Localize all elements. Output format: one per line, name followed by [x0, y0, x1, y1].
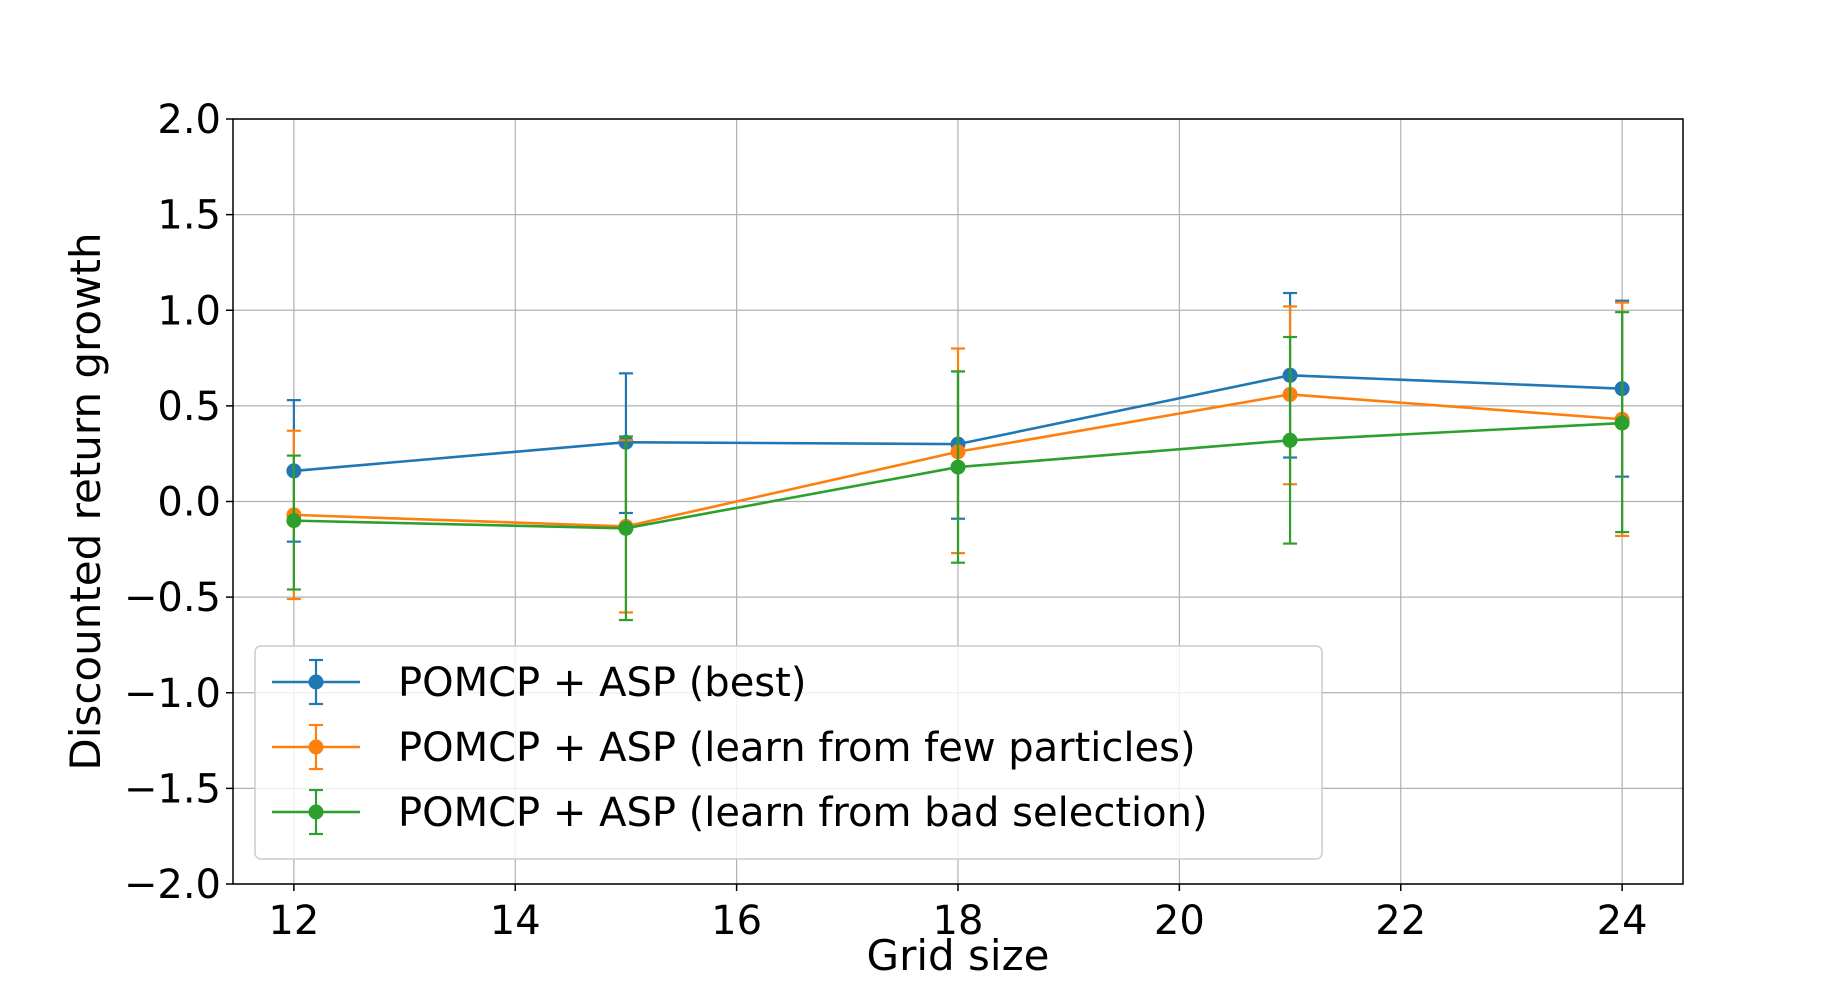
x-tick-label: 24: [1597, 898, 1648, 944]
data-point: [286, 513, 302, 529]
y-tick-label: −1.0: [124, 671, 221, 717]
y-tick-label: −2.0: [124, 862, 221, 908]
series-3: [286, 311, 1630, 622]
data-point: [1282, 432, 1298, 448]
data-point: [618, 520, 634, 536]
legend-marker: [308, 674, 324, 690]
x-tick-label: 20: [1154, 898, 1205, 944]
y-tick-label: −0.5: [124, 575, 221, 621]
legend-label: POMCP + ASP (learn from bad selection): [398, 790, 1208, 836]
y-axis-label: Discounted return growth: [61, 232, 110, 770]
data-point: [1614, 415, 1630, 431]
x-tick-label: 18: [933, 898, 984, 944]
y-tick-label: 2.0: [157, 97, 221, 143]
x-tick-label: 16: [711, 898, 762, 944]
legend-marker: [308, 804, 324, 820]
legend-box: [254, 645, 1323, 860]
x-axis-label: Grid size: [867, 931, 1050, 980]
x-tick-label: 22: [1375, 898, 1426, 944]
axis-ticks: 12 14 16 18 20 22 24 −2.0 −1.5 −1.0 −0.5 0.0 0.5 1.0 1…: [124, 97, 1648, 944]
y-tick-label: 0.5: [157, 384, 221, 430]
x-tick-label: 12: [268, 898, 319, 944]
series-layer: [286, 291, 1630, 622]
y-tick-label: 0.0: [157, 480, 221, 526]
x-tick-label: 14: [490, 898, 541, 944]
legend-label: POMCP + ASP (best): [398, 660, 806, 706]
y-tick-label: 1.0: [157, 288, 221, 334]
legend-label: POMCP + ASP (learn from few particles): [398, 725, 1196, 771]
data-point: [950, 459, 966, 475]
legend-marker: [308, 739, 324, 755]
legend: POMCP + ASP (best) POMCP + ASP (learn fro…: [254, 645, 1323, 860]
y-tick-label: 1.5: [157, 193, 221, 239]
y-tick-label: −1.5: [124, 766, 221, 812]
